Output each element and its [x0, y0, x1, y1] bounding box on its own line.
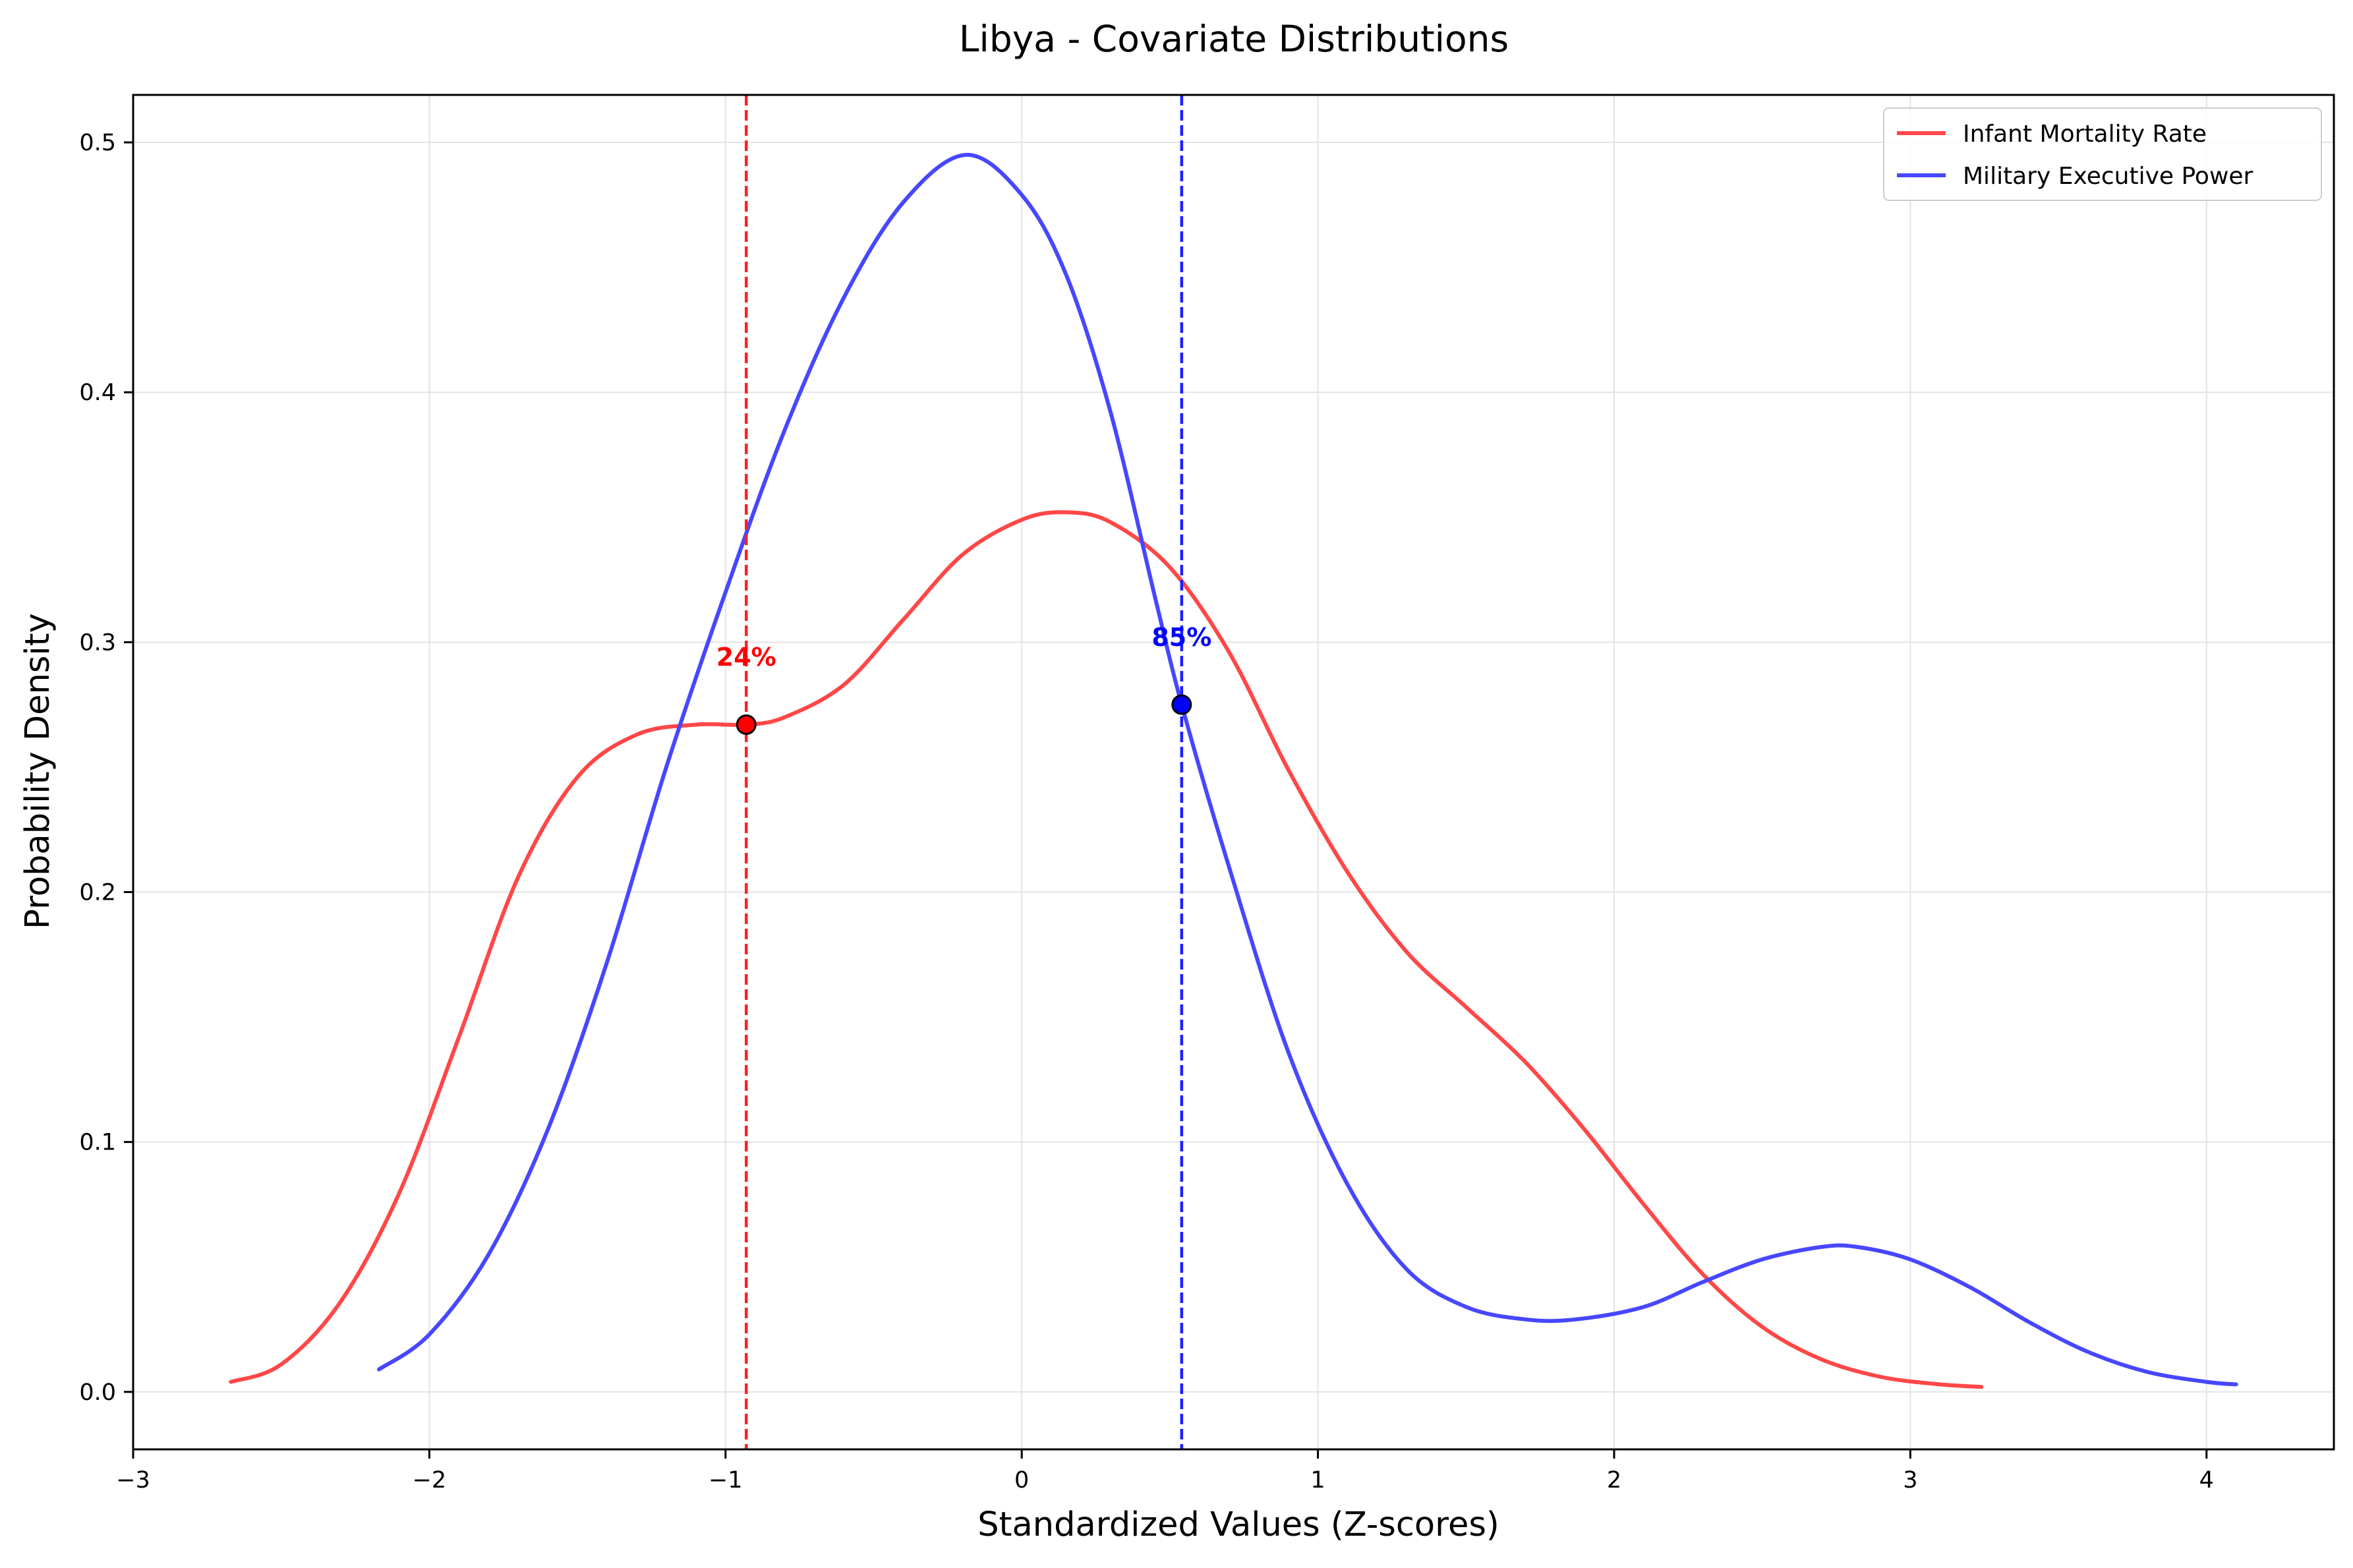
series-line-infant-mortality-rate	[229, 510, 1984, 1389]
grid	[132, 95, 2334, 1449]
x-tick-label: −1	[709, 1467, 743, 1494]
chart-title: Libya - Covariate Distributions	[959, 18, 1509, 60]
percentile-label-infant-mortality-rate: 24%	[716, 643, 776, 672]
percentile-label-military-executive-power: 85%	[1151, 623, 1211, 652]
x-axis-label: Standardized Values (Z-scores)	[977, 1505, 1499, 1544]
y-tick-label: 0.2	[79, 879, 116, 906]
series-lines	[229, 152, 2238, 1389]
series-line-military-executive-power	[377, 152, 2238, 1387]
x-tick-label: −2	[413, 1467, 447, 1494]
x-tick-label: 2	[1607, 1467, 1621, 1494]
x-tick-label: 3	[1903, 1467, 1917, 1494]
y-tick-label: 0.4	[79, 380, 116, 406]
y-axis-label: Probability Density	[18, 613, 57, 929]
axis-ticks: −3 −2 −1 0 1 2 3 4 0.0 0.1 0.2 0.3 0.4 0.5	[79, 130, 2214, 1494]
y-tick-label: 0.1	[79, 1130, 116, 1156]
plot-frame	[132, 94, 2335, 1451]
x-tick-label: −3	[116, 1467, 150, 1494]
x-tick-label: 4	[2199, 1467, 2214, 1494]
x-tick-label: 1	[1310, 1467, 1325, 1494]
y-tick-label: 0.5	[79, 130, 116, 156]
y-tick-label: 0.0	[79, 1379, 116, 1406]
legend-label: Infant Mortality Rate	[1963, 121, 2207, 148]
y-tick-label: 0.3	[79, 629, 116, 656]
marker-point-infant-mortality-rate	[736, 714, 757, 735]
legend-box	[1883, 107, 2322, 201]
x-tick-label: 0	[1014, 1467, 1029, 1494]
markers: 24% 85%	[716, 95, 1211, 1449]
marker-point-military-executive-power	[1171, 694, 1192, 715]
legend: Infant Mortality Rate Military Executive …	[1883, 107, 2322, 201]
legend-label: Military Executive Power	[1963, 163, 2253, 190]
